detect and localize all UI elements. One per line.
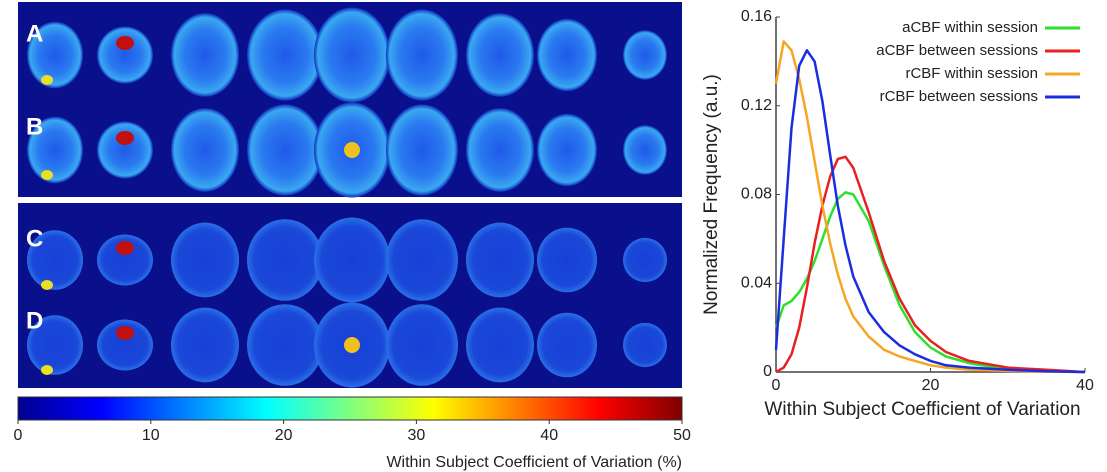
brain-slice (27, 315, 83, 375)
x-tick-label: 50 (673, 427, 691, 444)
y-axis-label: Normalized Frequency (a.u.) (701, 74, 722, 315)
x-tick-label: 20 (922, 377, 940, 394)
line-series (774, 49, 1086, 374)
panel-label: D (26, 307, 43, 334)
brain-slice (386, 104, 458, 196)
brain-slice (247, 9, 323, 101)
panel-label: A (26, 20, 43, 47)
brain-slice (27, 21, 83, 89)
panel-labels: A B C D (26, 20, 43, 334)
brain-slice (537, 312, 597, 378)
line-series (774, 40, 1086, 374)
hotspot (116, 241, 134, 255)
x-axis-label: Within Subject Coefficient of Variation … (386, 454, 682, 471)
legend-label: rCBF within session (905, 65, 1038, 82)
brain-slice (247, 304, 323, 386)
brain-slices (27, 7, 667, 388)
hotspot (41, 75, 53, 85)
y-tick-label: 0 (763, 363, 772, 380)
panel-label: B (26, 113, 43, 140)
brain-slice (623, 237, 667, 283)
brain-slice (171, 13, 239, 97)
x-tick-label: 0 (772, 377, 781, 394)
line-chart: 0 0.04 0.08 0.12 0.16 0 20 40 Within Subject Coe… (701, 8, 1094, 420)
hotspot (41, 280, 53, 290)
hotspot (344, 337, 360, 353)
brain-slice (27, 230, 83, 290)
hotspot (116, 131, 134, 145)
x-tick-label: 40 (1076, 377, 1094, 394)
brain-slice (247, 104, 323, 196)
hotspot (41, 365, 53, 375)
hotspot (41, 170, 53, 180)
y-tick-label: 0.04 (741, 274, 772, 291)
colorbar-gradient (17, 396, 683, 421)
brain-slice (466, 222, 534, 298)
panel-label: C (26, 225, 43, 252)
x-tick-label: 0 (14, 427, 23, 444)
x-tick-label: 10 (142, 427, 160, 444)
brain-slice (97, 234, 153, 286)
y-tick-label: 0.08 (741, 186, 772, 203)
brain-slice (386, 9, 458, 101)
brain-slice (623, 30, 667, 80)
brain-slice (171, 222, 239, 298)
x-tick-label: 30 (408, 427, 426, 444)
brain-slice (97, 121, 153, 179)
hotspot (116, 36, 134, 50)
line-series (775, 155, 1086, 374)
legend-label: rCBF between sessions (880, 88, 1038, 105)
brain-slice (27, 116, 83, 184)
brain-slice (171, 108, 239, 192)
brain-slice (314, 217, 390, 303)
y-tick-label: 0.16 (741, 8, 772, 25)
brain-slice (247, 219, 323, 301)
brain-slice (623, 322, 667, 368)
brain-slice (314, 7, 390, 103)
brain-slice (386, 219, 458, 301)
brain-slice (623, 125, 667, 175)
line-series (774, 191, 1086, 374)
brain-slice (537, 227, 597, 293)
hotspot (116, 326, 134, 340)
brain-slice (466, 307, 534, 383)
legend-label: aCBF within session (902, 19, 1038, 36)
brain-slice (97, 26, 153, 84)
brain-slice (97, 319, 153, 371)
x-tick-label: 20 (275, 427, 293, 444)
brain-slice (537, 113, 597, 187)
colorbar: 0 10 20 30 40 50 Within Subject Coefficient of… (14, 396, 691, 471)
brain-slice (537, 18, 597, 92)
hotspot (344, 142, 360, 158)
brain-slice (466, 13, 534, 97)
y-tick-label: 0.12 (741, 97, 772, 114)
x-tick-label: 40 (540, 427, 558, 444)
brain-slice (386, 304, 458, 386)
legend-label: aCBF between sessions (876, 42, 1038, 59)
brain-slice (171, 307, 239, 383)
brain-slice (466, 108, 534, 192)
x-axis-label: Within Subject Coefficient of Variation (764, 399, 1080, 420)
